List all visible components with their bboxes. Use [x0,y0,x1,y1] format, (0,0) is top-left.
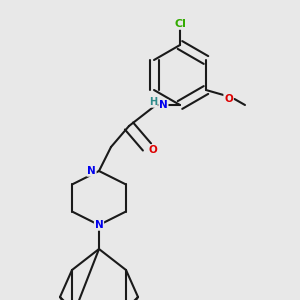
Text: N: N [94,220,103,230]
Text: N: N [159,100,168,110]
Text: O: O [148,145,158,155]
Text: O: O [224,94,233,104]
Text: H: H [149,97,157,107]
Text: N: N [87,166,96,176]
Text: Cl: Cl [174,19,186,29]
